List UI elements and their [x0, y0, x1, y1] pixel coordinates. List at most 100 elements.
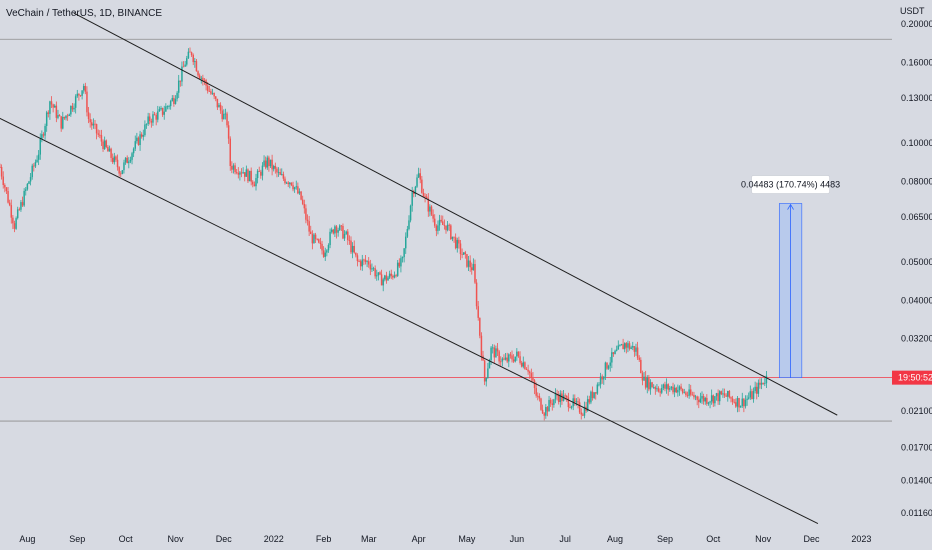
candle-body: [586, 399, 589, 411]
horizontal-lines: [0, 38, 892, 422]
price-tick-label: 0.13000: [901, 93, 932, 103]
candle-body: [709, 401, 711, 403]
candle-body: [337, 230, 339, 233]
candle-body: [66, 115, 69, 117]
candle-body: [538, 396, 541, 399]
candle-body: [366, 261, 368, 263]
candle-body: [303, 203, 306, 209]
candle-body: [184, 64, 186, 67]
candle-body: [316, 238, 318, 240]
candle-body: [353, 245, 355, 253]
candle-body: [688, 389, 690, 396]
price-axis-background: [892, 0, 932, 550]
candle-body: [16, 209, 19, 219]
candle-body: [735, 402, 737, 407]
candle-body: [134, 141, 136, 149]
candle-body: [208, 90, 211, 92]
candle-body: [499, 361, 502, 363]
candle-body: [37, 154, 40, 160]
candle-body: [363, 259, 365, 261]
candle-body: [181, 66, 183, 82]
candle-body: [619, 345, 621, 347]
candle-body: [635, 347, 637, 352]
trend-channel[interactable]: [0, 12, 838, 525]
candle-body: [219, 104, 222, 111]
candle-body: [419, 173, 421, 180]
candle-body: [194, 61, 196, 63]
candle-body: [453, 236, 455, 238]
candle-body: [250, 170, 252, 182]
candle-body: [247, 169, 249, 182]
channel-upper-line[interactable]: [73, 12, 838, 416]
candle-body: [445, 225, 447, 231]
candle-body: [319, 242, 322, 245]
candle-body: [483, 360, 486, 382]
candle-body: [63, 116, 66, 119]
candle-body: [62, 116, 64, 129]
candle-body: [298, 191, 301, 194]
time-tick-label: May: [458, 534, 476, 544]
candle-body: [240, 172, 243, 174]
candle-body: [414, 186, 417, 194]
candle-body: [448, 224, 450, 226]
candle-body: [147, 116, 149, 124]
candle-body: [701, 396, 703, 399]
candle-body: [165, 106, 167, 112]
candle-body: [0, 166, 1, 168]
candle-body: [237, 172, 240, 175]
time-axis[interactable]: Aug Sep Oct Nov Dec 2022 Feb Mar Apr May Jun Jul Aug…: [0, 530, 892, 550]
candle-body: [231, 165, 233, 170]
candle-body: [322, 250, 325, 257]
candle-body: [403, 248, 405, 258]
time-tick-label: Aug: [607, 534, 623, 544]
candle-body: [226, 113, 228, 126]
time-tick-label: Oct: [706, 534, 721, 544]
candle-body: [235, 172, 238, 173]
candle-body: [326, 250, 328, 253]
candle-body: [272, 165, 275, 170]
candle-body: [210, 91, 212, 94]
candle-body: [644, 376, 647, 388]
candle-body: [718, 391, 721, 402]
candle-body: [198, 75, 201, 79]
candle-body: [747, 397, 750, 399]
candle-body: [74, 96, 77, 108]
candle-body: [662, 384, 665, 389]
candle-body: [757, 382, 760, 394]
price-axis[interactable]: USDT 0.20000 0.16000 0.13000 0.10000 0.08000 0…: [892, 0, 932, 550]
candle-body: [751, 391, 753, 400]
candle-body: [338, 225, 341, 231]
candle-body: [324, 252, 326, 257]
price-range-measure[interactable]: 0.04483 (170.74%) 4483: [741, 175, 840, 378]
candle-body: [120, 173, 122, 175]
candle-body: [588, 399, 591, 403]
candle-body: [335, 226, 338, 233]
candle-body: [562, 395, 565, 401]
candle-body: [765, 375, 768, 384]
candle-body: [387, 277, 389, 281]
candle-body: [712, 395, 715, 404]
candle-body: [606, 362, 608, 369]
candle-body: [416, 177, 418, 187]
candle-body: [471, 267, 473, 271]
candle-body: [332, 229, 335, 234]
candle-body: [369, 264, 372, 270]
price-tick-label: 0.05000: [901, 257, 932, 267]
candle-body: [289, 182, 291, 185]
candle-body: [33, 165, 35, 167]
candle-body: [672, 386, 674, 393]
channel-lower-line[interactable]: [0, 116, 819, 525]
candle-body: [511, 355, 513, 360]
candle-body: [379, 272, 381, 275]
candle-body: [65, 115, 67, 119]
candle-body: [100, 135, 103, 142]
candle-body: [759, 382, 761, 385]
candle-body: [598, 384, 600, 386]
candle-body: [627, 343, 629, 348]
candle-body: [380, 274, 383, 286]
candle-body: [313, 234, 315, 244]
candle-body: [582, 414, 584, 416]
candle-body: [673, 387, 676, 393]
candle-body: [103, 140, 106, 150]
